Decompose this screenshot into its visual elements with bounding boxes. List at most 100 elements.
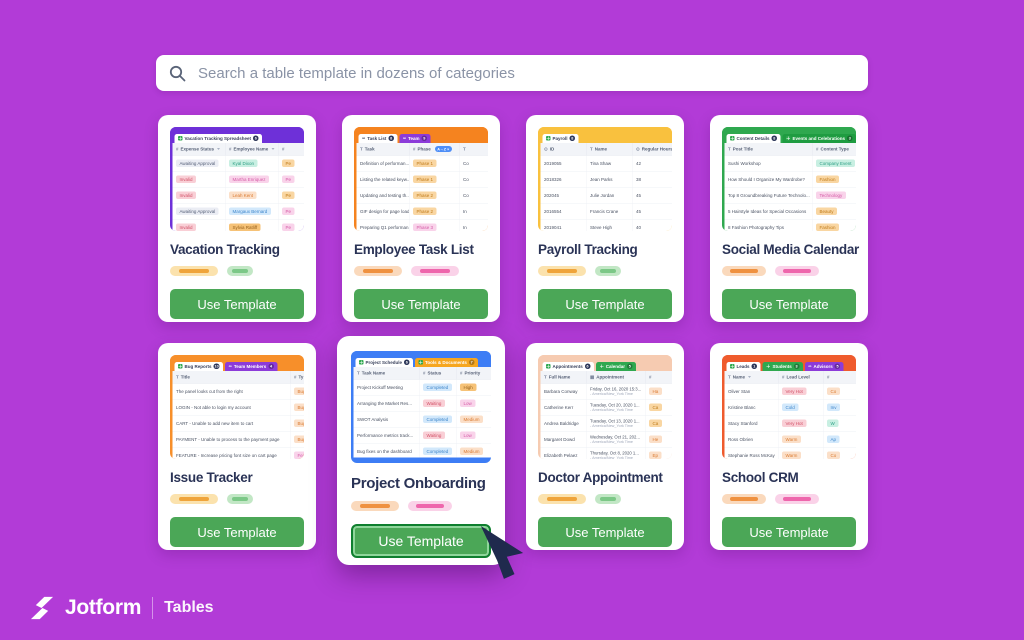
table-cell: Ca <box>646 416 673 432</box>
table-cell: Phase 2 <box>410 187 460 203</box>
template-preview: Content Details 8 Events and Celebrations 3… <box>722 127 856 231</box>
table-cell: Invalid <box>173 187 226 203</box>
template-card[interactable]: ∞ Task List 8 ∞ Team 9 T Task # Phase A→Z × T Defini… <box>342 115 500 322</box>
table-row: 2018326 Jean Parks 38 <box>540 171 672 188</box>
preview-tab: Calendar 5 <box>595 362 637 371</box>
cell-text: Listing the related keyw... <box>360 176 410 182</box>
tab-label: Bug Reports <box>184 363 212 369</box>
preview-tab: ∞ Team Members 4 <box>225 362 278 371</box>
cell-tag: Pe <box>282 207 295 215</box>
table-icon <box>786 136 791 141</box>
category-pill <box>411 266 459 276</box>
template-card[interactable]: Vacation Tracking Spreadsheet 6 # Expense S… <box>158 115 316 322</box>
category-pill <box>170 266 218 276</box>
table-cell: Co <box>460 156 489 172</box>
table-header-row: T Name # Lead Level # <box>724 371 856 384</box>
template-card[interactable]: Appointments 6 Calendar 5 T Full Name ▦ Appoint… <box>526 343 684 550</box>
preview-tab: ∞ Team 9 <box>399 134 431 143</box>
table-cell: Catherine Kerr <box>541 399 587 415</box>
use-template-button[interactable]: Use Template <box>170 289 304 319</box>
cell-tag: Phase 2 <box>413 191 437 199</box>
preview-tab: Bug Reports 10 <box>174 362 224 371</box>
table-cell: In <box>460 204 489 220</box>
cell-text: How Should I Organize My Wardrobe? <box>728 176 805 182</box>
table-row: Invalid Sylvia Ratliff Pe <box>172 219 304 231</box>
column-type-icon: T <box>728 146 731 152</box>
cell-tag: Co <box>827 451 840 459</box>
tab-label: Calendar <box>605 363 626 369</box>
table-row: CART - Unable to add new item to cart Bug <box>172 415 304 432</box>
table-cell: Phase 1 <box>410 171 460 187</box>
table-row: Oliver Stan Very Hot Co <box>724 383 856 400</box>
cell-text: Julie Jordan <box>590 192 615 198</box>
template-title: Doctor Appointment <box>538 470 663 485</box>
use-template-button[interactable]: Use Template <box>354 289 488 319</box>
table-cell: Pe <box>279 188 305 204</box>
table-row: 202045 Julie Jordan 45 <box>540 187 672 204</box>
table-cell: Invalid <box>173 171 226 187</box>
use-template-button[interactable]: Use Template <box>722 289 856 319</box>
cell-tag: Warm <box>782 451 801 459</box>
cell-text: PAYMENT - Unable to process to the payme… <box>176 436 280 442</box>
table-cell: Ap <box>824 432 857 448</box>
table-cell: 5 Hairstyle Ideas for Special Occasions <box>725 203 813 219</box>
column-header: ▦ Appointment <box>587 371 646 383</box>
template-card[interactable]: Project Schedule 6 Tools & Documents 7 T Task… <box>337 336 505 565</box>
cell-text: Arranging the Market Res... <box>357 400 413 406</box>
table-icon <box>359 360 364 365</box>
table-cell: Fashion <box>813 172 857 188</box>
column-type-icon: # <box>816 146 819 152</box>
column-type-icon: T <box>463 146 466 152</box>
template-card[interactable]: Bug Reports 10 ∞ Team Members 4 T Title # Ty The … <box>158 343 316 550</box>
use-template-button[interactable]: Use Template <box>170 517 304 547</box>
table-cell: Ep <box>646 448 673 459</box>
use-template-button[interactable]: Use Template <box>722 517 856 547</box>
search-input[interactable] <box>196 63 855 83</box>
table-cell: 202045 <box>541 187 587 203</box>
preview-tab: Events and Celebrations 3 <box>782 134 856 143</box>
table-cell: Kristine Blanc <box>725 399 779 415</box>
column-label: Employee Name <box>233 146 269 152</box>
use-template-button[interactable]: Use Template <box>538 289 672 319</box>
cell-tag: Inv <box>827 403 841 411</box>
column-header: # <box>646 371 673 383</box>
cell-text: 45 <box>636 208 642 214</box>
tab-label: Leads <box>736 363 750 369</box>
cell-datetime: Tuesday, Oct 13, 2020 1... - America/New_… <box>590 418 640 429</box>
table-cell: Tuesday, Oct 20, 2020 1... - America/New_… <box>587 399 646 415</box>
cell-tag: Completed <box>423 447 452 455</box>
cell-text: 42 <box>636 160 642 166</box>
use-template-button[interactable]: Use Template <box>351 524 491 558</box>
brand-name: Jotform <box>65 596 142 619</box>
template-card[interactable]: Leads 1 Students 3 ∞ Advisors 5 T Name # Lead Leve… <box>710 343 868 550</box>
cell-tag: Pe <box>282 159 295 167</box>
table-cell: Co <box>460 172 489 188</box>
cell-tag: Bug <box>294 419 304 427</box>
table-cell: Completed <box>420 443 457 458</box>
table-cell: Updating and testing th... <box>357 187 410 203</box>
category-pill <box>595 494 621 504</box>
cell-text: Barbara Conway <box>544 388 578 394</box>
table-cell: Oliver Stan <box>725 383 779 399</box>
cell-tag: Low <box>460 431 476 439</box>
table-row: SWOT Analysis Completed Medium <box>353 411 491 428</box>
cell-tag: Co <box>827 387 840 395</box>
table-row: Sushi Workshop Company Event <box>724 155 856 172</box>
cell-tag: Low <box>460 399 476 407</box>
table-row: How Should I Organize My Wardrobe? Fashio… <box>724 171 857 188</box>
column-header: ⊙ ID <box>541 143 587 155</box>
column-type-icon: # <box>460 370 463 376</box>
product-name: Tables <box>164 599 214 616</box>
use-template-button[interactable]: Use Template <box>538 517 672 547</box>
table-row: Elizabeth Pelaez Thursday, Oct 8, 2020 1.… <box>540 447 673 459</box>
template-card[interactable]: Content Details 8 Events and Celebrations 3… <box>710 115 868 322</box>
preview-table: T Full Name ▦ Appointment # Barbara Conway Fri… <box>540 371 673 459</box>
table-header-row: T Task Name # Status # Priority <box>353 367 491 380</box>
cell-text: Ross Obrien <box>728 436 754 442</box>
table-row: LOGIN - Not able to login my account Bug <box>172 399 304 416</box>
table-cell: Very Hot <box>779 383 824 399</box>
table-cell: He <box>646 432 673 448</box>
table-cell: PAYMENT - Unable to process to the payme… <box>173 431 291 447</box>
